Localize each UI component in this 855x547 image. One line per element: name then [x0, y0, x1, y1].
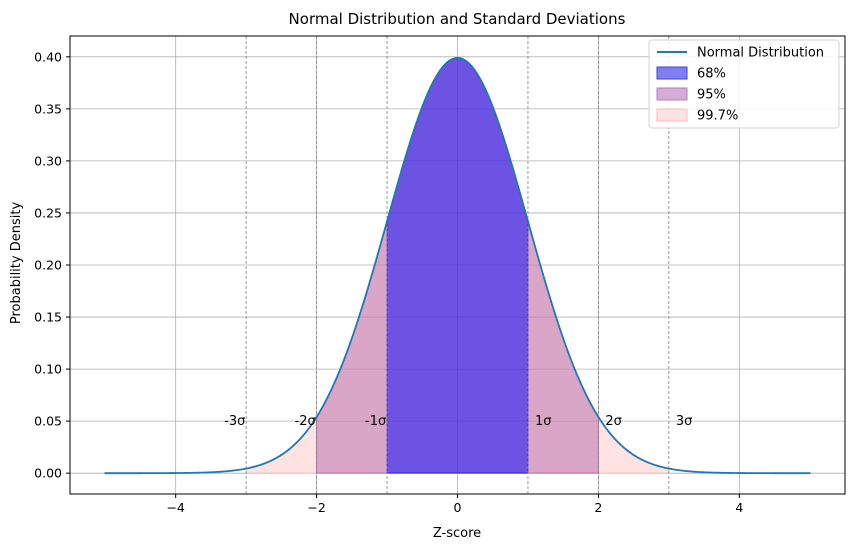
curve-sample-point [456, 57, 459, 59]
curve-sample-point [632, 454, 635, 456]
legend-patch-swatch [656, 66, 688, 80]
curve-sample-point [104, 472, 107, 475]
y-tick-label: 0.40 [34, 49, 62, 64]
axes: −4 −2 0 2 4 0.00 0.05 0.10 0.15 0.20 0.25 0.30 0.35 0… [34, 35, 846, 515]
curve-sample-point [667, 467, 670, 470]
curve-sample-point [562, 337, 565, 340]
x-axis-label: Z-score [433, 526, 481, 541]
x-tick-label: 4 [735, 500, 743, 515]
legend-box [648, 39, 840, 129]
curve-sample-point [491, 105, 494, 108]
y-tick-label: 0.20 [34, 258, 62, 273]
y-tick-label: 0.15 [34, 310, 62, 325]
x-tick-label: −4 [166, 500, 184, 515]
curve-sample-point [139, 472, 142, 475]
legend-label: 99.7% [697, 109, 738, 124]
y-tick-label: 0.10 [34, 362, 62, 377]
curve-sample-point [738, 472, 741, 474]
curve-sample-point [386, 220, 388, 223]
curve-sample-point [280, 454, 283, 456]
curve-sample-point [703, 471, 705, 474]
x-tick-label: −2 [307, 500, 325, 515]
legend-label: Normal Distribution [697, 46, 824, 61]
y-tick-label: 0.00 [34, 466, 62, 481]
curve-sample-point [597, 416, 600, 418]
x-tick-label: 0 [454, 500, 462, 515]
legend-patch-swatch [656, 108, 688, 122]
chart-title: Normal Distribution and Standard Deviati… [289, 10, 626, 28]
legend: Normal Distribution 68% 95% 99.7% [648, 39, 840, 129]
sigma-annotation: -2σ [295, 414, 316, 429]
curve-sample-point [350, 337, 353, 340]
y-tick-label: 0.35 [34, 101, 62, 116]
sigma-annotation: 2σ [605, 414, 622, 429]
curve-sample-point [527, 220, 529, 223]
curve-sample-point [245, 467, 248, 470]
curve-sample-point [808, 472, 811, 475]
y-axis-label: Probability Density [9, 202, 24, 325]
sigma-annotation: -1σ [365, 414, 386, 429]
x-tick-label: 2 [594, 500, 602, 515]
curve-sample-point [421, 105, 424, 108]
sigma-annotation: 3σ [676, 414, 693, 429]
legend-label: 95% [697, 88, 726, 103]
curve-sample-point [174, 472, 177, 474]
legend-label: 68% [697, 67, 726, 82]
sigma-annotation: -3σ [224, 414, 245, 429]
curve-layer [104, 57, 811, 475]
y-tick-label: 0.30 [34, 153, 62, 168]
y-tick-label: 0.25 [34, 205, 62, 220]
sigma-annotation: 1σ [535, 414, 552, 429]
curve-sample-point [773, 472, 776, 475]
sigma-annotations: -3σ -2σ -1σ 1σ 2σ 3σ [224, 414, 692, 429]
curve-sample-point [210, 471, 212, 474]
curve-sample-point [315, 416, 318, 418]
y-tick-label: 0.05 [34, 414, 62, 429]
legend-patch-swatch [656, 87, 688, 101]
